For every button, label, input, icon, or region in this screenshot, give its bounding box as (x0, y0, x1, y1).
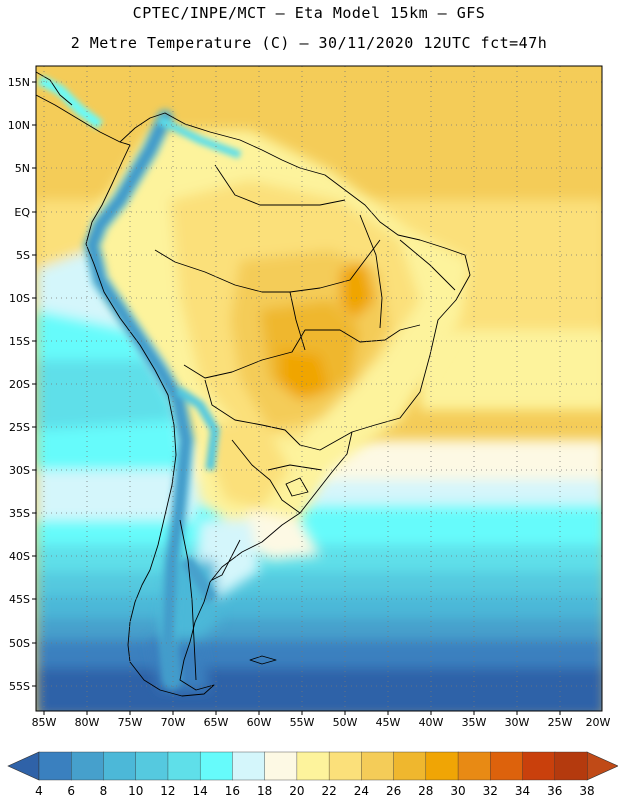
lat-label: 50S (9, 637, 30, 650)
colorbar-tick-label: 18 (257, 784, 272, 798)
lon-label: 85W (32, 716, 57, 729)
lat-label: 25S (9, 421, 30, 434)
map-title-line2: 2 Metre Temperature (C) – 30/11/2020 12U… (70, 34, 548, 52)
colorbar-tick-label: 16 (225, 784, 240, 798)
colorbar: 4 6 8 10 12 14 16 18 20 22 24 26 28 30 32 34 36 38 (7, 751, 618, 798)
colorbar-segment (71, 751, 105, 781)
colorbar-tick-label: 6 (67, 784, 75, 798)
colorbar-tick-label: 38 (579, 784, 594, 798)
lon-label: 45W (376, 716, 401, 729)
colorbar-tick-label: 26 (386, 784, 401, 798)
colorbar-segment (554, 751, 588, 781)
lon-label: 70W (161, 716, 186, 729)
lon-label: 30W (505, 716, 530, 729)
colorbar-tick-label: 4 (35, 784, 43, 798)
lon-label: 75W (118, 716, 143, 729)
colorbar-tick-label: 10 (128, 784, 143, 798)
colorbar-tick-label: 36 (547, 784, 562, 798)
lat-label: 15N (8, 76, 30, 89)
lat-label: EQ (14, 206, 30, 219)
temperature-field (36, 66, 602, 711)
colorbar-segment (393, 751, 427, 781)
colorbar-tick-label: 20 (289, 784, 304, 798)
colorbar-tick-label: 24 (354, 784, 369, 798)
lat-label: 55S (9, 680, 30, 693)
lat-ticks (32, 81, 36, 687)
map-title-line1: CPTEC/INPE/MCT – Eta Model 15km – GFS (132, 4, 486, 22)
colorbar-tick-label: 22 (321, 784, 336, 798)
colorbar-tick-label: 12 (160, 784, 175, 798)
colorbar-segment (264, 751, 298, 781)
colorbar-min-arrow (7, 751, 40, 781)
colorbar-segment (199, 751, 234, 781)
lat-label: 30S (9, 464, 30, 477)
lat-label: 5S (16, 249, 30, 262)
lat-label: 10S (9, 292, 30, 305)
colorbar-segment (296, 751, 330, 781)
lon-label: 60W (247, 716, 272, 729)
lat-label: 35S (9, 507, 30, 520)
colorbar-tick-label: 14 (193, 784, 208, 798)
lat-label: 10N (8, 119, 30, 132)
colorbar-segment (361, 751, 395, 781)
lat-label: 5N (15, 162, 30, 175)
colorbar-segment (457, 751, 491, 781)
lon-label: 35W (462, 716, 487, 729)
colorbar-segment (103, 751, 137, 781)
colorbar-tick-label: 28 (418, 784, 433, 798)
colorbar-tick-label: 34 (515, 784, 530, 798)
lon-label: 80W (75, 716, 100, 729)
lat-label: 15S (9, 335, 30, 348)
colorbar-tick-label: 32 (483, 784, 498, 798)
lon-label: 40W (419, 716, 444, 729)
lat-label: 20S (9, 378, 30, 391)
lon-label: 25W (548, 716, 573, 729)
lon-label: 65W (204, 716, 229, 729)
colorbar-max-arrow (586, 751, 618, 781)
lon-label: 20W (586, 716, 611, 729)
colorbar-segment (232, 751, 266, 781)
colorbar-segment (328, 751, 362, 781)
lon-ticks (43, 711, 561, 715)
coastline-borders (36, 71, 471, 697)
lat-label: 45S (9, 593, 30, 606)
colorbar-segment (38, 751, 72, 781)
colorbar-segment (522, 751, 556, 781)
colorbar-tick-label: 8 (100, 784, 108, 798)
lon-label: 50W (333, 716, 358, 729)
map-frame (35, 65, 603, 712)
lon-label: 55W (290, 716, 315, 729)
colorbar-segment (425, 751, 459, 781)
lat-label: 40S (9, 550, 30, 563)
colorbar-segment (490, 751, 524, 781)
colorbar-segment (135, 751, 169, 781)
colorbar-tick-label: 30 (450, 784, 465, 798)
colorbar-segment (167, 751, 201, 781)
